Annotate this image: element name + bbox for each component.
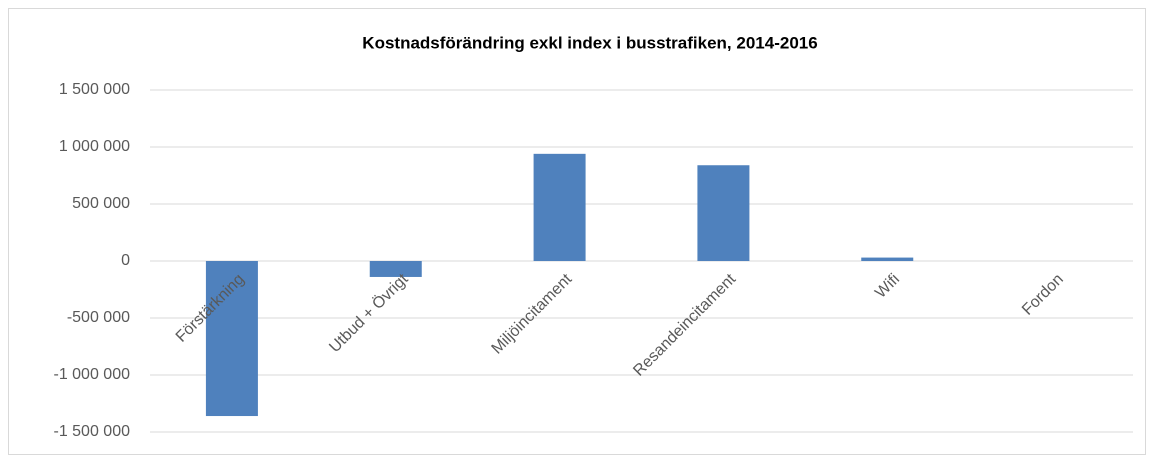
y-tick-label: -1 000 000 [53, 366, 130, 383]
bar [697, 165, 750, 261]
bar [861, 257, 914, 261]
y-tick-label: 0 [121, 252, 130, 269]
bar [369, 261, 422, 277]
bar [533, 153, 586, 261]
bar [205, 261, 258, 417]
y-tick-label: -500 000 [67, 309, 130, 326]
y-tick-label: 1 500 000 [59, 81, 130, 98]
y-tick-label: 1 000 000 [59, 138, 130, 155]
y-tick-label: 500 000 [72, 195, 130, 212]
y-tick-label: -1 500 000 [53, 423, 130, 440]
chart-title: Kostnadsförändring exkl index i busstraf… [362, 33, 817, 52]
